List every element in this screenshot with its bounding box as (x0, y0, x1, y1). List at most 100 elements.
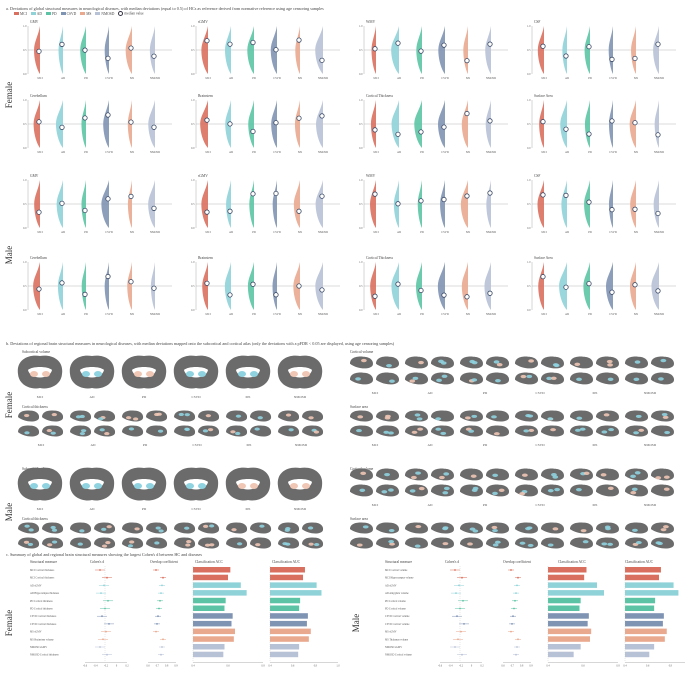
cortical-highlight (631, 487, 638, 491)
cortical-highlight (633, 377, 640, 382)
group-label: MCI (373, 313, 378, 316)
cortical-highlight (633, 431, 639, 435)
median-marker (151, 124, 157, 130)
cortical-highlight (356, 543, 363, 547)
group-label: MCI (372, 391, 379, 395)
median-marker (586, 199, 592, 205)
cortex-surface (570, 356, 594, 369)
cortical-highlight (663, 487, 670, 491)
overlap-point (157, 615, 159, 618)
group-label: CSVD (535, 503, 545, 507)
cortex-surface (350, 372, 374, 385)
group-label: CSVD (441, 77, 448, 80)
acc-bar (548, 644, 581, 650)
cortex-surface (42, 425, 64, 437)
cortex-surface (350, 537, 374, 549)
group-label: PD (84, 151, 88, 154)
group-label: MS (298, 231, 302, 234)
cortical-highlight (600, 473, 607, 477)
cortical-highlight (231, 528, 237, 532)
violin-ms (631, 26, 636, 74)
cohens-d-point (454, 569, 456, 571)
group-label: NMOSD (486, 313, 496, 316)
x-tick-label: 0.9 (529, 664, 533, 667)
violin-ad (561, 180, 567, 228)
group-label: AD (565, 313, 569, 316)
acc-bar (193, 574, 228, 581)
group-label: AD (397, 313, 401, 316)
acc-bar (193, 628, 235, 635)
group-label: MS (593, 443, 598, 447)
row-label: NMOSD Cortical volume (385, 654, 413, 657)
group-label: CSVD (609, 77, 616, 80)
median-marker (609, 56, 615, 62)
acc-bar (193, 644, 225, 650)
cortical-highlight (47, 543, 53, 547)
female-header-measure: Structural measure (30, 560, 58, 564)
violin-ad (562, 26, 567, 74)
violin-csvd (438, 26, 445, 74)
cortex-surface (94, 537, 116, 549)
cortex-surface (651, 468, 675, 481)
y-tick-label: 0.0 (191, 309, 195, 312)
violin-ms (461, 262, 468, 310)
cortex-surface (250, 537, 272, 549)
group-label: MCI (373, 151, 378, 154)
x-tick-label: 0.4 (191, 664, 195, 667)
cortical-highlight (389, 542, 395, 546)
x-tick-label: 0.8 (669, 664, 673, 667)
panel-title: WMV (366, 174, 376, 178)
group-label: PD (588, 313, 592, 316)
cortex-surface (174, 537, 196, 549)
cortical-highlight (579, 427, 586, 431)
y-tick-label: 0.5 (23, 285, 27, 288)
median-marker (372, 191, 378, 197)
cortex-surface (376, 372, 400, 385)
subcortical-highlight (42, 483, 50, 489)
cortical-volume-row: MCI AD PD CSVD MS NMOSD (350, 356, 675, 395)
violin-mci (201, 26, 208, 74)
cortex-surface (405, 425, 429, 437)
violin-csvd (272, 180, 277, 228)
median-marker (563, 284, 569, 290)
acc-bar (193, 613, 233, 619)
cohens-d-point (460, 630, 462, 633)
cortex-surface (486, 425, 510, 437)
cortex-surface (146, 425, 168, 437)
cortex-surface (376, 522, 400, 534)
cortex-surface (376, 537, 400, 549)
violin-csvd (608, 100, 613, 148)
y-tick-label: 1.0 (359, 179, 363, 182)
group-label: AD (397, 77, 401, 80)
cortical-highlight (23, 540, 30, 544)
group-label: NMOSD (294, 507, 307, 511)
section-a-title: a. Deviations of global structural measu… (6, 6, 324, 11)
y-tick-label: 0.0 (527, 73, 531, 76)
cortical-highlight (230, 430, 236, 434)
cohens-d-point (99, 646, 101, 648)
cortex-surface (431, 468, 455, 481)
group-label: MS (246, 395, 251, 399)
y-tick-label: 1.0 (191, 261, 195, 264)
acc-bar (548, 628, 592, 635)
median-marker (82, 291, 88, 297)
group-label: MS (298, 313, 302, 316)
cortical-highlight (101, 527, 107, 531)
median-marker (563, 192, 569, 198)
median-marker (655, 41, 661, 47)
violin-csvd (103, 100, 109, 148)
panel-title: WMV (366, 20, 376, 24)
cortex-surface (541, 522, 565, 534)
overlap-point (517, 638, 519, 641)
y-tick-label: 0.0 (191, 73, 195, 76)
group-label: CSVD (192, 443, 202, 447)
cortical-highlight (254, 427, 260, 431)
median-marker (441, 124, 447, 130)
cortex-surface (596, 484, 620, 497)
group-label: AD (61, 231, 65, 234)
median-marker (632, 206, 638, 212)
overlap-point (155, 630, 157, 633)
row-label: NMOSD Cortical thickness (30, 654, 59, 657)
group-label: NMOSD (654, 313, 664, 316)
